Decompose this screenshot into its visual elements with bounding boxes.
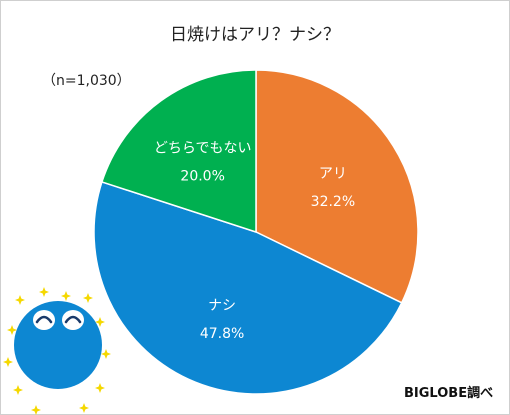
sparkle-icon	[7, 325, 17, 335]
slice-percent-label: 47.8%	[200, 326, 244, 342]
sparkle-icon	[83, 293, 93, 303]
sparkle-icon	[79, 403, 89, 413]
mascot-eyelid-left	[35, 315, 53, 324]
sparkle-icon	[101, 349, 111, 359]
mascot-eye-left	[33, 310, 55, 330]
mascot-eye-right	[62, 310, 84, 330]
sparkle-icon	[95, 383, 105, 393]
slice-label: アリ	[319, 166, 347, 182]
sample-size-note: （n=1,030）	[42, 73, 131, 89]
sparkle-icon	[95, 317, 105, 327]
slice-percent-label: 32.2%	[311, 194, 355, 210]
chart-title: 日焼けはアリ？ナシ？	[170, 25, 340, 45]
slice-ari	[255, 69, 419, 304]
sparkle-icon	[13, 385, 23, 395]
sparkle-icon	[15, 295, 25, 305]
slice-dochira	[100, 69, 257, 234]
slice-label: ナシ	[208, 298, 236, 314]
mascot-body	[14, 301, 102, 389]
mascot-illustration	[3, 287, 111, 415]
source-credit: BIGLOBE調べ	[404, 386, 494, 401]
sparkle-icon	[31, 405, 41, 415]
slice-percent-label: 20.0%	[180, 169, 224, 185]
sparkle-icon	[3, 357, 13, 367]
slice-label: どちらでもない	[154, 141, 252, 157]
sparkle-icon	[61, 291, 71, 301]
mascot-eyelid-right	[64, 315, 82, 324]
slice-nashi	[93, 180, 403, 395]
sparkle-icon	[39, 287, 49, 297]
